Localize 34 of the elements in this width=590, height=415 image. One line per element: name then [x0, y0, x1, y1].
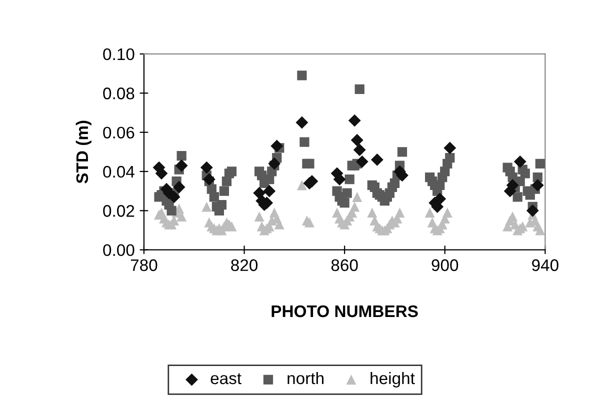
- point: [270, 140, 284, 152]
- x-axis-title: PHOTO NUMBERS: [272, 305, 418, 318]
- point: [526, 204, 539, 217]
- x-tick-label: 780: [130, 259, 158, 272]
- x-tick-label: 860: [331, 259, 358, 272]
- point: [263, 184, 276, 198]
- x-tick-label: 900: [432, 259, 458, 272]
- legend-label: east: [210, 373, 242, 384]
- point: [172, 180, 186, 194]
- point: [175, 159, 188, 172]
- point: [531, 178, 544, 192]
- y-tick-label: 0.04: [103, 166, 134, 178]
- legend-label: height: [370, 372, 415, 388]
- point: [353, 144, 366, 156]
- y-tick-label: 0.06: [103, 126, 134, 139]
- point: [350, 134, 364, 146]
- y-tick-label: 0.00: [103, 244, 134, 256]
- y-axis-title: STD (m): [76, 120, 92, 184]
- point: [202, 173, 216, 186]
- point: [434, 192, 446, 206]
- x-tick-label: 940: [532, 259, 558, 272]
- point: [296, 116, 308, 129]
- y-tick-label: 0.08: [103, 88, 134, 100]
- point: [370, 154, 384, 166]
- x-tick-label: 820: [231, 259, 258, 272]
- legend-label: north: [288, 372, 324, 384]
- point: [514, 155, 526, 168]
- point: [444, 142, 456, 154]
- point: [268, 157, 281, 170]
- point: [348, 114, 361, 127]
- point: [200, 161, 213, 174]
- y-tick-label: 0.10: [103, 48, 134, 60]
- point: [356, 155, 368, 168]
- y-tick-label: 0.02: [103, 205, 134, 217]
